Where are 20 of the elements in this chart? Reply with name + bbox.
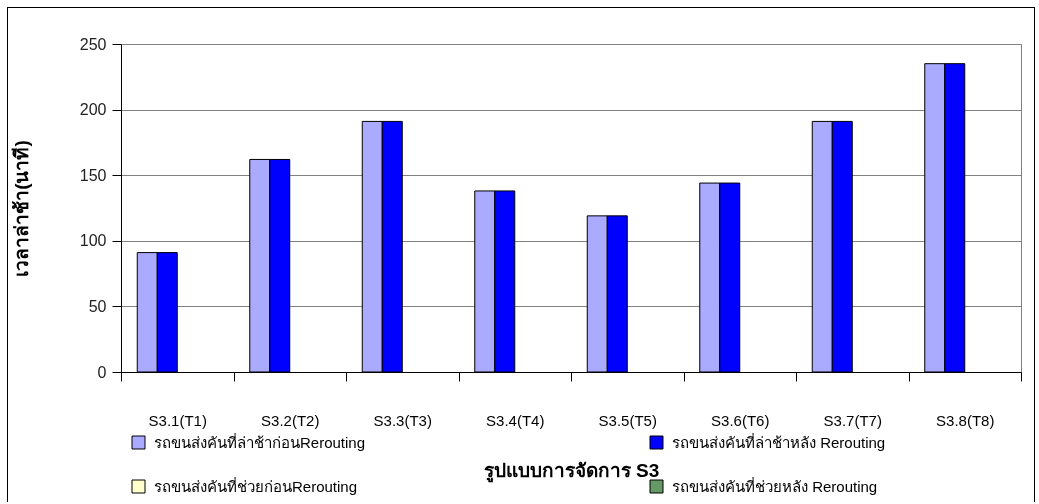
y-tick-label: 150 bbox=[79, 166, 107, 184]
x-tick-label: S3.2(T2) bbox=[261, 411, 320, 429]
y-tick-label: 0 bbox=[97, 363, 107, 381]
x-tick-label: S3.7(T7) bbox=[823, 411, 882, 429]
legend-label: รถขนส่งคันที่ล่าช้าก่อนRerouting bbox=[154, 431, 366, 451]
legend-label: รถขนส่งคันที่ล่าช้าหลัง Rerouting bbox=[672, 431, 886, 451]
x-tick-label: S3.1(T1) bbox=[148, 411, 207, 429]
legend-label: รถขนส่งคันที่ช่วยก่อนRerouting bbox=[154, 475, 358, 495]
y-tick-label: 100 bbox=[79, 232, 107, 250]
x-axis-title: รูปแบบการจัดการ S3 bbox=[483, 459, 660, 483]
y-tick-label: 250 bbox=[79, 35, 107, 53]
y-axis-title: เวลาล่าช้า(นาที) bbox=[10, 140, 32, 277]
legend-label: รถขนส่งคันที่ช่วยหลัง Rerouting bbox=[672, 475, 878, 495]
y-tick-label: 200 bbox=[79, 101, 107, 119]
x-tick-label: S3.3(T3) bbox=[373, 411, 432, 429]
y-tick-label: 50 bbox=[88, 297, 107, 315]
x-tick-label: S3.4(T4) bbox=[486, 411, 545, 429]
x-tick-label: S3.6(T6) bbox=[711, 411, 770, 429]
x-tick-label: S3.8(T8) bbox=[936, 411, 995, 429]
x-tick-label: S3.5(T5) bbox=[598, 411, 657, 429]
